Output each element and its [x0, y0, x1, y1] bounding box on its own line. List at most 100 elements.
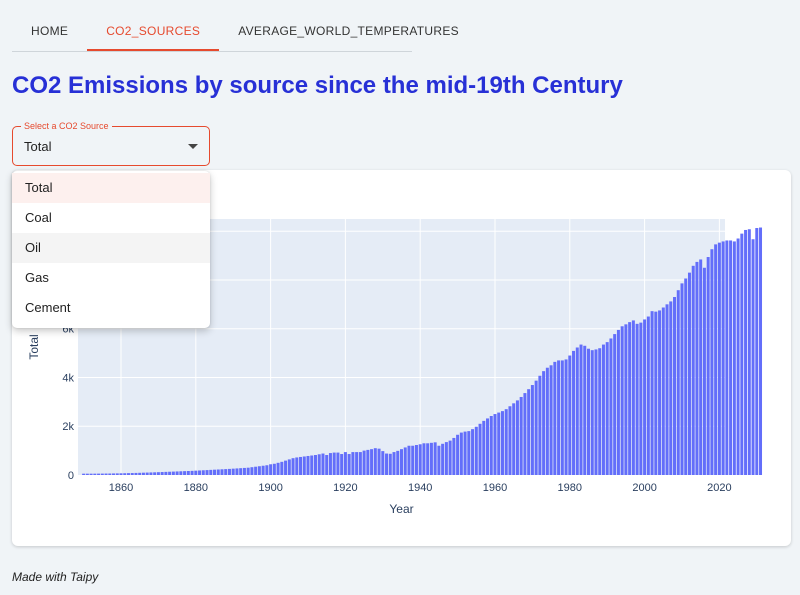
bar-1956[interactable] [478, 423, 482, 475]
bar-1950[interactable] [456, 434, 460, 475]
bar-1998[interactable] [635, 323, 639, 475]
bar-1962[interactable] [500, 411, 504, 475]
bar-1972[interactable] [538, 375, 542, 475]
bar-1898[interactable] [261, 465, 265, 475]
bar-1879[interactable] [190, 470, 194, 475]
bar-1860[interactable] [119, 473, 123, 475]
option-coal[interactable]: Coal [25, 210, 52, 225]
bar-1899[interactable] [265, 465, 269, 475]
bar-1989[interactable] [601, 344, 605, 475]
bar-1952[interactable] [463, 431, 467, 475]
bar-1959[interactable] [489, 416, 493, 475]
bar-2024[interactable] [732, 241, 736, 475]
bar-1944[interactable] [433, 442, 437, 475]
bar-1948[interactable] [448, 440, 452, 475]
bar-1970[interactable] [530, 385, 534, 475]
bar-1969[interactable] [527, 389, 531, 475]
bar-2031[interactable] [759, 227, 763, 475]
bar-2011[interactable] [684, 278, 688, 475]
bar-1965[interactable] [512, 403, 516, 475]
bar-1857[interactable] [108, 473, 112, 475]
bar-1931[interactable] [385, 453, 389, 475]
bar-2025[interactable] [736, 238, 740, 476]
bar-1854[interactable] [97, 473, 101, 475]
bar-1992[interactable] [613, 334, 617, 475]
bar-1932[interactable] [388, 453, 392, 475]
bar-1971[interactable] [534, 380, 538, 475]
bar-2007[interactable] [669, 301, 673, 475]
bar-1958[interactable] [486, 418, 490, 475]
bar-1861[interactable] [123, 473, 127, 475]
bar-1851[interactable] [85, 473, 89, 475]
option-oil[interactable]: Oil [12, 233, 210, 263]
bar-1875[interactable] [175, 471, 179, 475]
bar-2010[interactable] [680, 283, 684, 475]
bar-1904[interactable] [284, 460, 288, 475]
bar-1930[interactable] [381, 451, 385, 475]
bar-1986[interactable] [590, 350, 594, 475]
bar-1894[interactable] [246, 467, 250, 475]
bar-1887[interactable] [220, 469, 224, 475]
caret-down-icon[interactable] [188, 144, 198, 149]
option-cement[interactable]: Cement [25, 300, 71, 315]
bar-1935[interactable] [400, 449, 403, 475]
bar-1941[interactable] [422, 443, 426, 475]
bar-1985[interactable] [587, 348, 590, 475]
bar-1929[interactable] [377, 448, 381, 475]
bar-1981[interactable] [572, 350, 576, 475]
bar-1920[interactable] [343, 452, 347, 475]
bar-1862[interactable] [126, 473, 130, 475]
bar-1876[interactable] [179, 471, 183, 475]
tab-home[interactable]: HOME [31, 24, 69, 38]
bar-1928[interactable] [373, 448, 377, 475]
bar-1902[interactable] [276, 462, 280, 475]
bar-1983[interactable] [579, 344, 583, 475]
bar-1883[interactable] [205, 470, 209, 475]
bar-1967[interactable] [519, 396, 523, 475]
bar-1872[interactable] [164, 471, 168, 475]
bar-1858[interactable] [112, 473, 116, 475]
bar-1973[interactable] [542, 371, 546, 475]
bar-1880[interactable] [194, 470, 198, 475]
bar-1993[interactable] [616, 329, 620, 475]
bar-1871[interactable] [160, 472, 164, 475]
bar-1881[interactable] [198, 470, 202, 475]
bar-1905[interactable] [287, 459, 291, 475]
bar-1917[interactable] [332, 452, 336, 475]
bar-1867[interactable] [145, 472, 149, 475]
bar-1937[interactable] [407, 445, 411, 475]
bar-1987[interactable] [594, 349, 598, 475]
bar-1901[interactable] [272, 463, 276, 475]
bar-1978[interactable] [560, 360, 564, 475]
bar-2019[interactable] [714, 244, 718, 475]
bar-1913[interactable] [317, 454, 321, 475]
bar-2001[interactable] [646, 316, 650, 475]
bar-1996[interactable] [628, 322, 632, 475]
bar-2015[interactable] [699, 259, 703, 475]
bar-1923[interactable] [355, 452, 359, 475]
bar-1914[interactable] [321, 453, 325, 475]
bar-1859[interactable] [115, 473, 119, 475]
bar-1855[interactable] [100, 473, 104, 475]
bar-1852[interactable] [89, 473, 93, 475]
bar-1977[interactable] [557, 360, 561, 475]
bar-1882[interactable] [201, 470, 205, 475]
bar-1877[interactable] [183, 471, 187, 475]
bar-1869[interactable] [153, 472, 157, 475]
bar-1885[interactable] [213, 469, 216, 475]
bar-2026[interactable] [740, 233, 744, 475]
bar-1873[interactable] [168, 471, 172, 475]
bar-1984[interactable] [583, 345, 587, 475]
bar-1994[interactable] [620, 326, 624, 475]
bar-2014[interactable] [695, 261, 699, 475]
bar-1921[interactable] [347, 454, 351, 475]
bar-1927[interactable] [370, 449, 374, 475]
bar-1976[interactable] [553, 361, 557, 475]
bar-1906[interactable] [291, 458, 295, 475]
bar-1966[interactable] [515, 400, 519, 475]
bar-1868[interactable] [149, 472, 153, 475]
bar-1912[interactable] [313, 455, 317, 475]
bar-1963[interactable] [504, 409, 508, 475]
bar-1865[interactable] [138, 472, 142, 475]
bar-1988[interactable] [598, 348, 602, 475]
